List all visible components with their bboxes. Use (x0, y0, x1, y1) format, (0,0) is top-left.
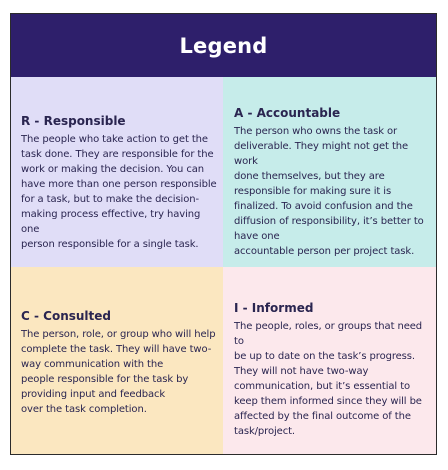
consulted-description: The person, role, or group who will help… (21, 329, 216, 415)
responsible-description: The people who take action to get the ta… (21, 134, 217, 250)
consulted-quadrant: C - Consulted The person, role, or group… (11, 267, 223, 454)
consulted-heading: C - Consulted (21, 309, 111, 323)
informed-heading: I - Informed (234, 301, 314, 315)
responsible-heading: R - Responsible (21, 114, 126, 128)
informed-quadrant: I - Informed The people, roles, or group… (223, 267, 436, 454)
responsible-quadrant: R - Responsible The people who take acti… (11, 77, 223, 267)
informed-description: The people, roles, or groups that need t… (234, 321, 423, 437)
legend-header: Legend (11, 14, 436, 77)
accountable-description: The person who owns the task or delivera… (234, 126, 424, 257)
raci-legend-card: Legend R - Responsible The people who ta… (10, 13, 437, 455)
legend-title: Legend (179, 33, 268, 58)
accountable-heading: A - Accountable (234, 106, 341, 120)
accountable-quadrant: A - Accountable The person who owns the … (223, 77, 436, 267)
